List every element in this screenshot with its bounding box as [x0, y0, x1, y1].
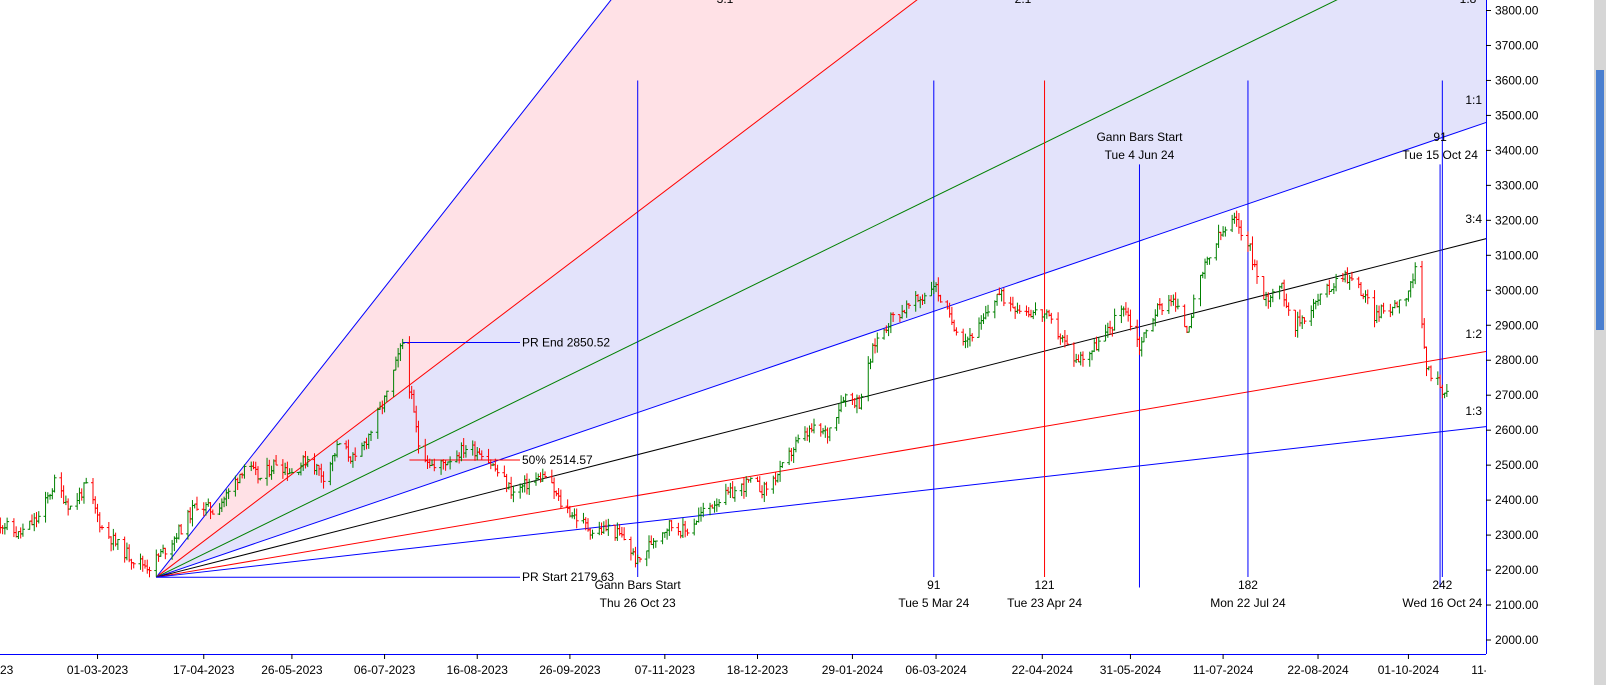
price-tick-label: 3200.00 — [1495, 213, 1539, 227]
top-right-count: 91 — [1433, 130, 1447, 144]
price-tick-label: 2800.00 — [1495, 353, 1539, 367]
gann-bars-start-title-1: Gann Bars Start — [595, 578, 682, 592]
date-tick-label: 26-05-2023 — [261, 663, 323, 677]
pr-level-label-1: 50% 2514.57 — [522, 453, 593, 467]
date-tick-label: 17-04-2023 — [173, 663, 235, 677]
price-tick-label: 2500.00 — [1495, 458, 1539, 472]
date-tick-label: 07-11-2023 — [635, 663, 696, 677]
price-tick-label: 3400.00 — [1495, 143, 1539, 157]
top-right-date: Tue 15 Oct 24 — [1402, 148, 1478, 162]
gann-bar-date-2: Tue 23 Apr 24 — [1007, 596, 1082, 610]
price-tick-label: 3100.00 — [1495, 248, 1539, 262]
gann-bars-start-title-0: Gann Bars Start — [1096, 130, 1183, 144]
date-tick-label: 22-04-2024 — [1012, 663, 1074, 677]
date-tick-label: 26-09-2023 — [539, 663, 601, 677]
price-tick-label: 3000.00 — [1495, 283, 1539, 297]
price-tick-label: 2200.00 — [1495, 563, 1539, 577]
price-tick-label: 2700.00 — [1495, 388, 1539, 402]
date-tick-label: 01-10-2024 — [1378, 663, 1440, 677]
price-tick-label: 2600.00 — [1495, 423, 1539, 437]
price-tick-label: 2000.00 — [1495, 633, 1539, 647]
date-tick-label-partial: 23 — [0, 663, 14, 677]
fan-top-label-2: 1:8 — [1460, 0, 1477, 6]
gann-bar-date-1: Tue 5 Mar 24 — [898, 596, 969, 610]
price-tick-label: 3500.00 — [1495, 108, 1539, 122]
price-tick-label: 2900.00 — [1495, 318, 1539, 332]
date-tick-label: 06-03-2024 — [905, 663, 967, 677]
fan-ratio-label-2: 1:2 — [1465, 327, 1482, 341]
date-tick-label: 01-03-2023 — [67, 663, 129, 677]
date-tick-label: 29-01-2024 — [822, 663, 884, 677]
date-tick-label: 06-07-2023 — [354, 663, 416, 677]
gann-bar-count-4: 242 — [1432, 578, 1452, 592]
gann-bar-date-4: Wed 16 Oct 24 — [1402, 596, 1482, 610]
pr-level-label-0: PR End 2850.52 — [522, 336, 610, 350]
gann-bar-date-3: Mon 22 Jul 24 — [1210, 596, 1286, 610]
date-tick-label: 11-07-2024 — [1193, 663, 1254, 677]
price-tick-label: 3600.00 — [1495, 73, 1539, 87]
gann-bar-count-1: 91 — [927, 578, 941, 592]
price-tick-label: 3300.00 — [1495, 178, 1539, 192]
fan-top-label-1: 2:1 — [1015, 0, 1032, 6]
fan-ratio-label-1: 3:4 — [1465, 212, 1482, 226]
date-tick-label: 18-12-2023 — [727, 663, 789, 677]
price-tick-label: 2300.00 — [1495, 528, 1539, 542]
price-tick-label: 2400.00 — [1495, 493, 1539, 507]
gann-bar-date-0: Thu 26 Oct 23 — [600, 596, 676, 610]
price-tick-label: 2100.00 — [1495, 598, 1539, 612]
price-tick-label: 3700.00 — [1495, 38, 1539, 52]
corner-box — [1486, 654, 1594, 685]
date-tick-label: 16-08-2023 — [447, 663, 509, 677]
fan-top-label-0: 3:1 — [717, 0, 734, 6]
gann-bar-count-2: 121 — [1035, 578, 1055, 592]
price-tick-label: 3800.00 — [1495, 3, 1539, 17]
date-tick-label: 22-08-2024 — [1287, 663, 1349, 677]
fan-ratio-label-0: 1:1 — [1465, 93, 1482, 107]
date-tick-label: 31-05-2024 — [1100, 663, 1162, 677]
gann-bar-count-3: 182 — [1238, 578, 1258, 592]
fan-ratio-label-3: 1:3 — [1465, 404, 1482, 418]
date-axis-panel — [0, 654, 1606, 685]
gann-bars-start-date-0: Tue 4 Jun 24 — [1105, 148, 1175, 162]
scroll-thumb[interactable] — [1596, 70, 1604, 330]
